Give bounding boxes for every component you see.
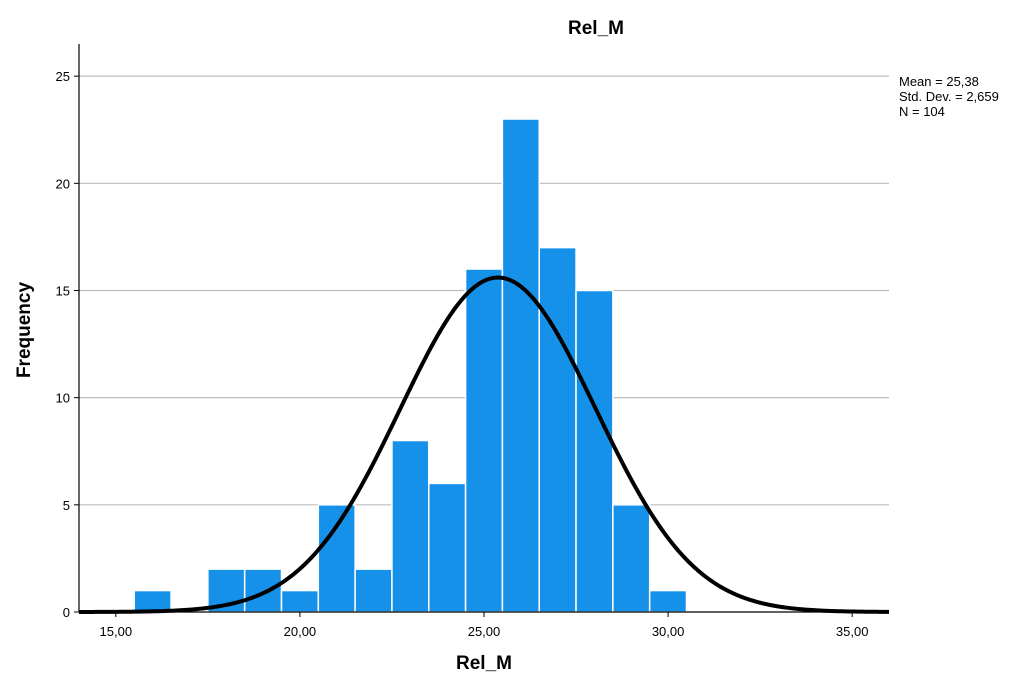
y-axis-ticks: 0 5 10 15 20 25 <box>56 69 79 620</box>
x-tick-label: 25,00 <box>468 624 501 639</box>
histogram-bar <box>612 504 651 613</box>
y-tick-label: 0 <box>63 605 70 620</box>
x-tick-label: 15,00 <box>100 624 133 639</box>
y-tick-label: 25 <box>56 69 70 84</box>
x-tick-label: 20,00 <box>284 624 317 639</box>
stats-mean: Mean = 25,38 <box>899 74 979 89</box>
histogram-bar <box>538 246 577 613</box>
histogram-bar <box>428 482 467 613</box>
y-tick-label: 20 <box>56 176 70 191</box>
histogram-bar <box>391 439 430 613</box>
histogram-bar <box>501 118 540 613</box>
x-tick-label: 35,00 <box>836 624 869 639</box>
x-axis-ticks: 15,00 20,00 25,00 30,00 35,00 <box>100 612 869 639</box>
y-tick-label: 5 <box>63 498 70 513</box>
histogram-bar <box>280 589 320 613</box>
x-axis-title: Rel_M <box>456 653 512 674</box>
histogram-bar <box>133 589 172 613</box>
histogram-bar <box>464 268 504 613</box>
stats-box: Mean = 25,38 Std. Dev. = 2,659 N = 104 <box>899 74 999 119</box>
y-tick-label: 10 <box>56 391 70 406</box>
stats-n: N = 104 <box>899 104 945 119</box>
histogram-bar <box>354 568 393 613</box>
x-tick-label: 30,00 <box>652 624 685 639</box>
histogram-bar <box>648 589 688 613</box>
histogram-bar <box>575 289 614 613</box>
y-tick-label: 15 <box>56 283 70 298</box>
normal-curve <box>79 275 890 614</box>
y-axis-title: Frequency <box>14 282 35 379</box>
stats-std-dev: Std. Dev. = 2,659 <box>899 89 999 104</box>
histogram-bar <box>317 504 356 613</box>
chart-title: Rel_M <box>568 18 624 39</box>
histogram-bars <box>133 118 688 613</box>
histogram-bar <box>243 568 283 613</box>
